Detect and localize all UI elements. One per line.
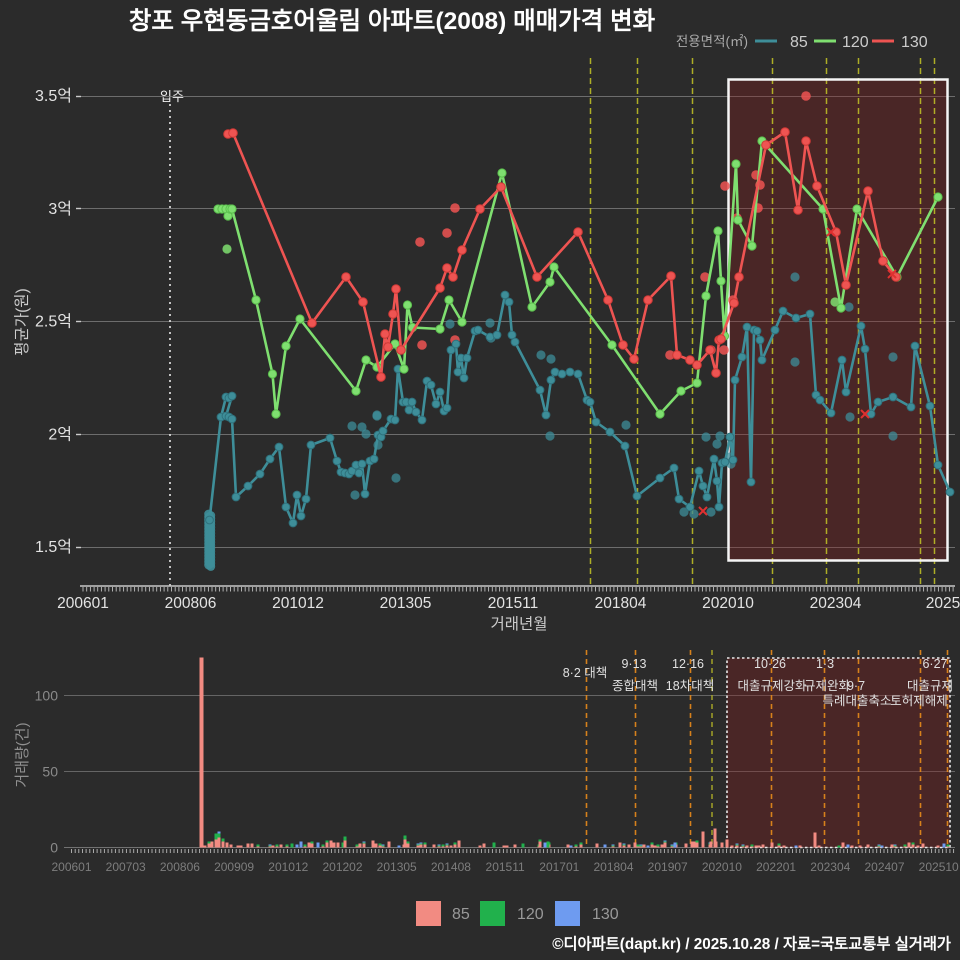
svg-text:201511: 201511	[488, 595, 539, 612]
svg-text:202201: 202201	[756, 860, 796, 874]
svg-text:©디아파트(dapt.kr) / 2025.10.28 /: ©디아파트(dapt.kr) / 2025.10.28 / 자료=국토교통부 실…	[552, 936, 951, 953]
svg-text:201408: 201408	[431, 860, 471, 874]
svg-text:9·13: 9·13	[621, 657, 646, 671]
svg-text:12·16: 12·16	[672, 657, 704, 671]
svg-text:18차대책: 18차대책	[666, 678, 714, 693]
svg-text:전용면적(㎡): 전용면적(㎡)	[676, 34, 748, 49]
svg-text:100: 100	[35, 688, 59, 704]
svg-text:2억: 2억	[48, 425, 72, 443]
svg-text:0: 0	[50, 840, 58, 856]
svg-text:202304: 202304	[810, 860, 850, 874]
svg-text:201305: 201305	[377, 860, 417, 874]
svg-text:130: 130	[592, 906, 619, 923]
svg-text:201012: 201012	[268, 860, 308, 874]
svg-text:201012: 201012	[272, 595, 324, 612]
svg-text:8·2 대책: 8·2 대책	[563, 665, 608, 680]
svg-text:201701: 201701	[539, 860, 579, 874]
svg-text:202010: 202010	[702, 860, 742, 874]
svg-text:입주: 입주	[160, 89, 184, 104]
svg-text:202010: 202010	[702, 595, 754, 612]
svg-text:202304: 202304	[810, 595, 862, 612]
svg-text:평균가(원): 평균가(원)	[13, 288, 31, 355]
svg-text:201804: 201804	[595, 595, 647, 612]
svg-text:거래년월: 거래년월	[490, 615, 547, 633]
svg-text:200909: 200909	[214, 860, 254, 874]
svg-text:6·27: 6·27	[922, 657, 947, 671]
svg-text:대출규제강화: 대출규제강화	[737, 679, 807, 693]
svg-text:202407: 202407	[864, 860, 904, 874]
svg-text:규제완화: 규제완화	[804, 679, 851, 693]
svg-text:120: 120	[517, 906, 544, 923]
svg-text:201305: 201305	[380, 595, 432, 612]
svg-text:130: 130	[901, 34, 928, 51]
svg-text:120: 120	[842, 34, 869, 51]
svg-text:202510: 202510	[919, 860, 959, 874]
svg-text:3.5억: 3.5억	[35, 87, 72, 105]
svg-text:200806: 200806	[165, 595, 217, 612]
svg-text:201202: 201202	[322, 860, 362, 874]
svg-text:대출규제: 대출규제	[907, 679, 953, 693]
svg-text:201804: 201804	[593, 860, 633, 874]
svg-text:종합대책: 종합대책	[612, 678, 658, 693]
svg-text:창포 우현동금호어울림 아파트(2008) 매매가격 변화: 창포 우현동금호어울림 아파트(2008) 매매가격 변화	[129, 7, 656, 35]
svg-text:2.5억: 2.5억	[35, 313, 72, 331]
svg-text:85: 85	[452, 906, 470, 923]
svg-text:1·3: 1·3	[816, 657, 834, 671]
svg-text:2025: 2025	[926, 595, 960, 612]
svg-text:1.5억: 1.5억	[35, 538, 72, 556]
svg-text:85: 85	[790, 34, 808, 51]
svg-text:특례대출축소: 특례대출축소	[822, 694, 891, 708]
svg-text:9·7: 9·7	[847, 679, 865, 693]
svg-text:200806: 200806	[160, 860, 200, 874]
svg-text:200601: 200601	[51, 860, 91, 874]
svg-text:거래량(건): 거래량(건)	[14, 722, 31, 787]
svg-text:201511: 201511	[486, 860, 525, 874]
svg-text:3억: 3억	[48, 200, 72, 218]
svg-text:200703: 200703	[106, 860, 146, 874]
svg-text:토허제해제: 토허제해제	[890, 694, 948, 708]
svg-text:201907: 201907	[648, 860, 688, 874]
svg-text:50: 50	[42, 764, 58, 780]
svg-text:200601: 200601	[57, 595, 109, 612]
svg-text:10·26: 10·26	[754, 657, 786, 671]
